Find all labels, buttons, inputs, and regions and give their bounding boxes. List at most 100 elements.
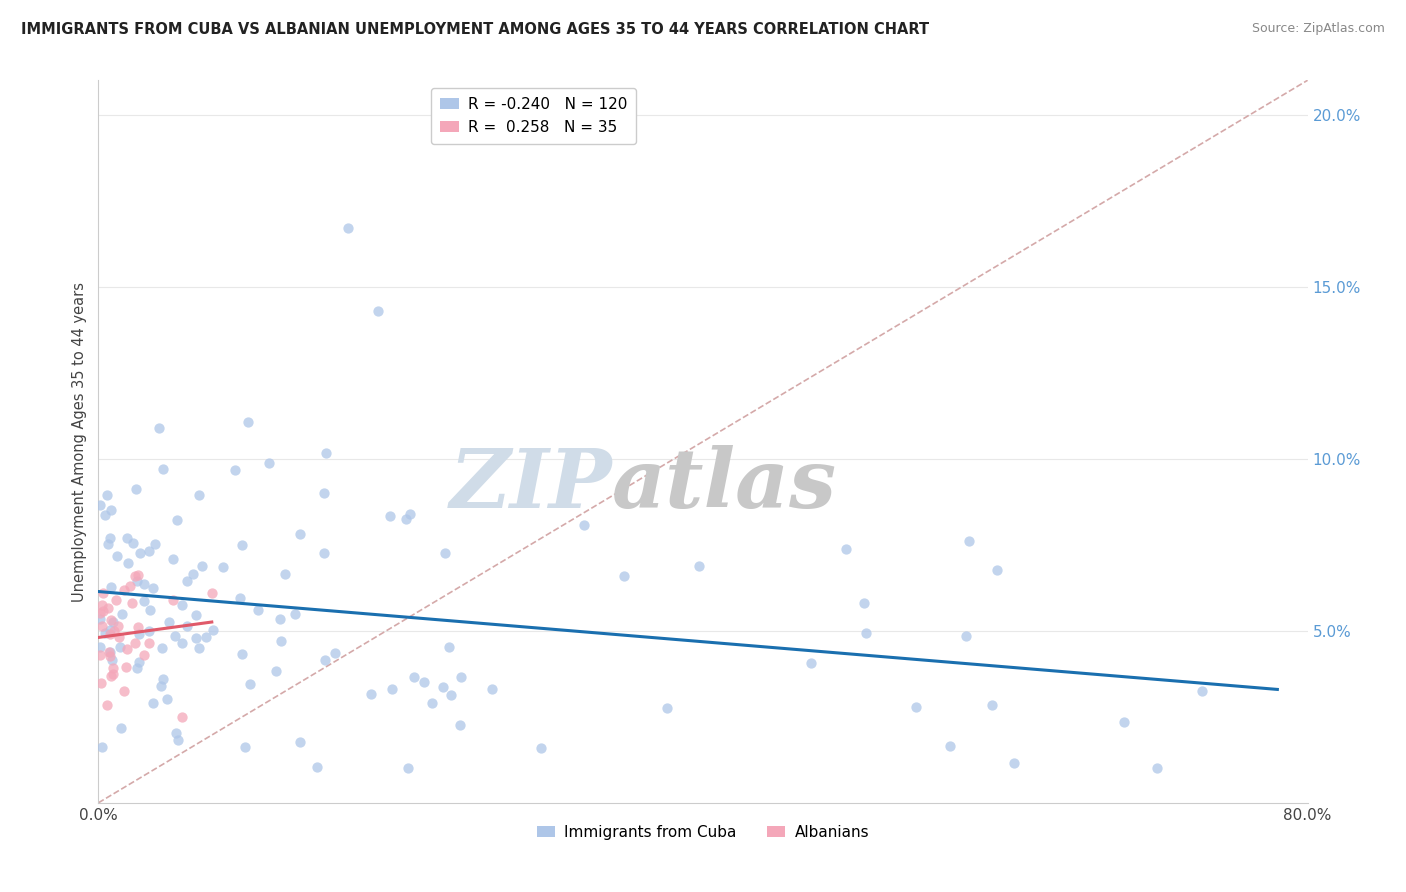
Point (290, 735, 312, 749)
Point (1191, 684, 1213, 698)
Point (91, 586, 114, 600)
Point (98, 623, 121, 637)
Point (360, 687, 382, 701)
Point (93, 626, 115, 640)
Point (274, 567, 297, 582)
Point (120, 578, 142, 592)
Point (98, 532, 121, 546)
Point (156, 691, 179, 706)
Point (138, 636, 160, 650)
Point (439, 640, 461, 654)
Point (110, 722, 132, 736)
Point (269, 612, 291, 626)
Point (399, 507, 422, 521)
Point (121, 596, 143, 610)
Point (170, 599, 193, 613)
Point (128, 627, 150, 641)
Point (107, 618, 129, 632)
Point (112, 684, 135, 698)
Point (94, 508, 117, 522)
Text: Source: ZipAtlas.com: Source: ZipAtlas.com (1251, 22, 1385, 36)
Point (148, 421, 170, 435)
Point (481, 681, 503, 696)
Point (323, 647, 346, 661)
Point (439, 689, 461, 703)
Point (402, 670, 425, 684)
Point (162, 552, 184, 566)
Point (233, 740, 256, 755)
Point (176, 618, 198, 632)
Point (395, 511, 418, 525)
Point (100, 613, 122, 627)
Point (117, 641, 139, 656)
Point (312, 545, 335, 559)
Point (100, 669, 122, 683)
Point (420, 696, 443, 710)
Point (162, 593, 184, 607)
Point (239, 677, 262, 691)
Point (957, 533, 980, 548)
Point (257, 456, 280, 470)
Point (117, 556, 139, 570)
Point (187, 640, 209, 655)
Point (114, 583, 136, 598)
Point (201, 586, 224, 600)
Point (143, 536, 166, 550)
Point (97, 645, 120, 659)
Point (89, 607, 111, 621)
Point (187, 488, 209, 502)
Point (149, 679, 172, 693)
Point (142, 696, 165, 710)
Point (450, 670, 472, 684)
Point (101, 667, 124, 681)
Point (166, 732, 188, 747)
Point (105, 549, 128, 563)
Point (211, 560, 233, 574)
Point (986, 563, 1008, 577)
Point (89, 498, 111, 512)
Text: ZIP: ZIP (450, 445, 613, 524)
Point (124, 569, 146, 583)
Point (125, 661, 148, 675)
Point (176, 574, 198, 588)
Point (100, 627, 122, 641)
Point (184, 632, 207, 646)
Point (181, 566, 204, 581)
Point (97, 601, 120, 615)
Point (128, 656, 150, 670)
Point (1112, 714, 1135, 729)
Point (449, 718, 471, 732)
Point (132, 648, 155, 662)
Point (184, 608, 207, 623)
Point (125, 574, 148, 588)
Point (314, 653, 336, 667)
Point (142, 581, 165, 595)
Point (231, 648, 253, 662)
Point (165, 726, 187, 740)
Point (855, 626, 877, 640)
Point (91, 604, 114, 618)
Point (246, 603, 269, 617)
Point (229, 591, 252, 605)
Point (98, 645, 121, 659)
Text: IMMIGRANTS FROM CUBA VS ALBANIAN UNEMPLOYMENT AMONG AGES 35 TO 44 YEARS CORRELAT: IMMIGRANTS FROM CUBA VS ALBANIAN UNEMPLO… (21, 22, 929, 37)
Point (170, 710, 193, 724)
Point (103, 624, 125, 638)
Point (396, 761, 419, 775)
Point (139, 603, 162, 617)
Point (981, 698, 1004, 713)
Point (97, 537, 120, 551)
Point (122, 536, 145, 550)
Point (166, 512, 188, 526)
Point (101, 653, 124, 667)
Point (152, 640, 174, 655)
Point (264, 664, 287, 678)
Point (132, 594, 155, 608)
Point (955, 629, 977, 643)
Y-axis label: Unemployment Among Ages 35 to 44 years: Unemployment Among Ages 35 to 44 years (72, 282, 87, 601)
Point (904, 699, 927, 714)
Point (90, 618, 112, 632)
Point (89, 648, 111, 662)
Point (939, 739, 962, 754)
Point (129, 546, 152, 560)
